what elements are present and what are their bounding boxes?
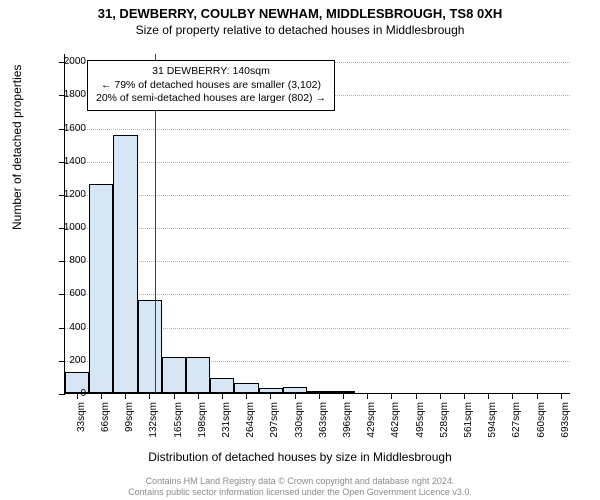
x-tick-label: 99sqm xyxy=(124,402,135,462)
y-tick-label: 2000 xyxy=(46,57,86,67)
x-tick-label: 396sqm xyxy=(342,402,353,462)
gridline xyxy=(65,228,570,229)
y-tick-label: 1200 xyxy=(46,190,86,200)
x-tick xyxy=(512,393,513,399)
x-tick-label: 231sqm xyxy=(221,402,232,462)
x-tick xyxy=(246,393,247,399)
x-tick xyxy=(367,393,368,399)
histogram-bar xyxy=(162,357,186,393)
y-tick-label: 1800 xyxy=(46,90,86,100)
annot-line3: 20% of semi-detached houses are larger (… xyxy=(96,92,326,104)
x-tick-label: 627sqm xyxy=(511,402,522,462)
x-tick-label: 561sqm xyxy=(463,402,474,462)
x-tick xyxy=(198,393,199,399)
x-tick xyxy=(440,393,441,399)
gridline xyxy=(65,162,570,163)
y-tick-label: 400 xyxy=(46,323,86,333)
x-tick-label: 66sqm xyxy=(100,402,111,462)
x-tick xyxy=(295,393,296,399)
gridline xyxy=(65,195,570,196)
x-tick xyxy=(319,393,320,399)
chart-subtitle: Size of property relative to detached ho… xyxy=(0,23,600,37)
x-tick-label: 462sqm xyxy=(390,402,401,462)
chart-area: 31 DEWBERRY: 140sqm ← 79% of detached hou… xyxy=(64,54,570,394)
histogram-bar xyxy=(210,378,234,393)
histogram-bar xyxy=(138,300,162,393)
annotation-box: 31 DEWBERRY: 140sqm ← 79% of detached hou… xyxy=(87,60,335,111)
footer-line1: Contains HM Land Registry data © Crown c… xyxy=(146,476,455,486)
x-tick xyxy=(488,393,489,399)
x-tick-label: 495sqm xyxy=(415,402,426,462)
histogram-bar xyxy=(234,383,258,393)
x-tick xyxy=(174,393,175,399)
x-tick-label: 165sqm xyxy=(173,402,184,462)
y-tick-label: 0 xyxy=(46,389,86,399)
x-tick xyxy=(125,393,126,399)
histogram-bar xyxy=(113,135,137,393)
gridline xyxy=(65,294,570,295)
gridline xyxy=(65,261,570,262)
x-tick xyxy=(464,393,465,399)
footer-line2: Contains public sector information licen… xyxy=(128,487,472,497)
y-tick-label: 800 xyxy=(46,256,86,266)
x-tick xyxy=(537,393,538,399)
y-tick-label: 600 xyxy=(46,289,86,299)
histogram-bar xyxy=(186,357,210,393)
y-tick-label: 1600 xyxy=(46,124,86,134)
x-tick-label: 363sqm xyxy=(318,402,329,462)
x-tick xyxy=(101,393,102,399)
x-tick-label: 132sqm xyxy=(148,402,159,462)
footer-attribution: Contains HM Land Registry data © Crown c… xyxy=(0,476,600,499)
plot-area: 31 DEWBERRY: 140sqm ← 79% of detached hou… xyxy=(64,54,570,394)
annot-line1: 31 DEWBERRY: 140sqm xyxy=(152,65,270,77)
x-tick xyxy=(270,393,271,399)
x-tick-label: 33sqm xyxy=(76,402,87,462)
x-tick xyxy=(561,393,562,399)
x-tick xyxy=(343,393,344,399)
chart-title: 31, DEWBERRY, COULBY NEWHAM, MIDDLESBROU… xyxy=(0,6,600,21)
x-tick-label: 693sqm xyxy=(560,402,571,462)
y-tick-label: 1000 xyxy=(46,223,86,233)
x-tick xyxy=(391,393,392,399)
x-tick-label: 528sqm xyxy=(439,402,450,462)
x-tick-label: 660sqm xyxy=(536,402,547,462)
x-tick-label: 264sqm xyxy=(245,402,256,462)
x-tick-label: 297sqm xyxy=(269,402,280,462)
x-tick-label: 198sqm xyxy=(197,402,208,462)
x-tick-label: 429sqm xyxy=(366,402,377,462)
y-tick-label: 1400 xyxy=(46,157,86,167)
x-tick xyxy=(149,393,150,399)
x-tick xyxy=(222,393,223,399)
x-tick-label: 330sqm xyxy=(294,402,305,462)
annot-line2: ← 79% of detached houses are smaller (3,… xyxy=(101,79,321,91)
x-tick xyxy=(416,393,417,399)
x-tick-label: 594sqm xyxy=(487,402,498,462)
histogram-bar xyxy=(89,184,113,393)
y-tick-label: 200 xyxy=(46,356,86,366)
y-axis-label: Number of detached properties xyxy=(10,65,24,230)
gridline xyxy=(65,129,570,130)
